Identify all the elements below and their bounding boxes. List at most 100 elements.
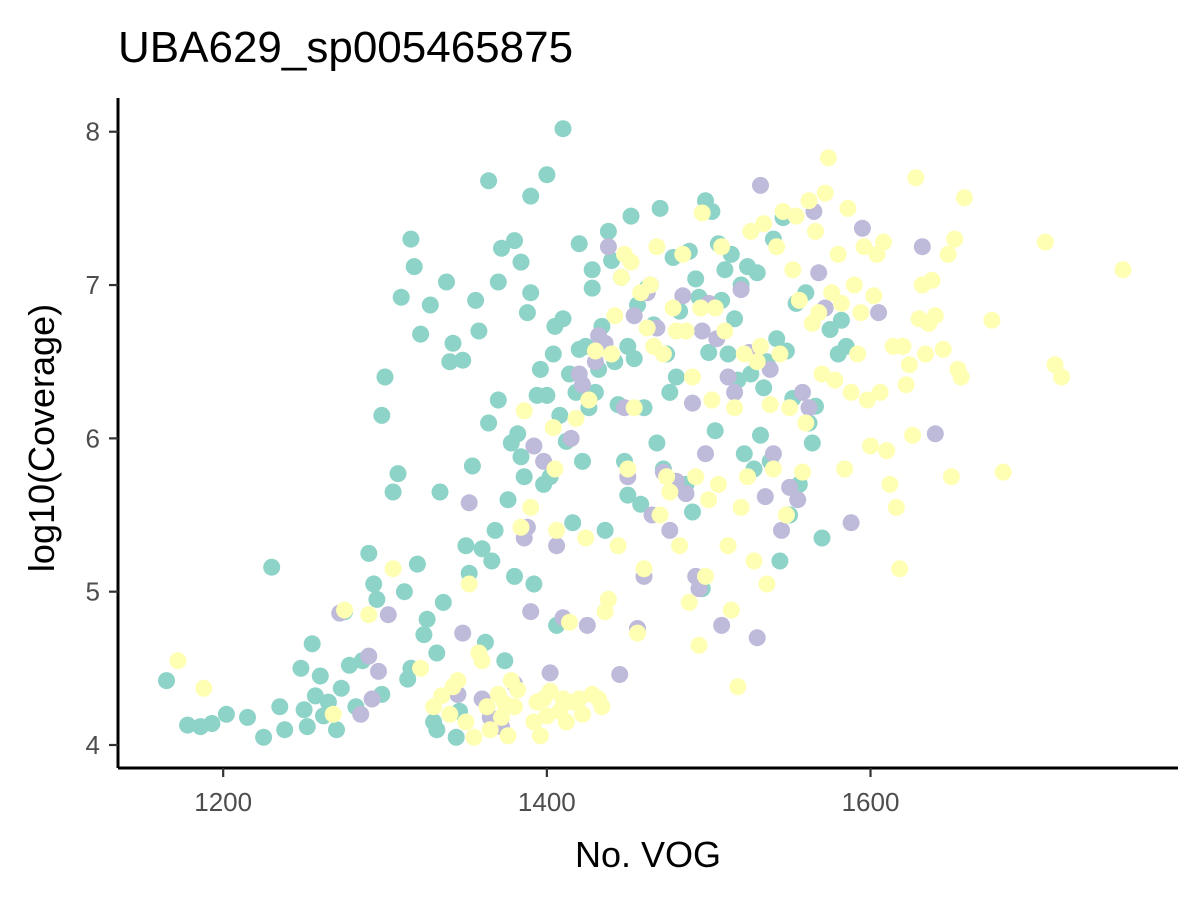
data-point xyxy=(574,452,591,470)
data-point xyxy=(609,537,627,555)
data-point xyxy=(842,383,860,401)
data-point xyxy=(709,475,727,493)
data-point xyxy=(836,460,854,478)
data-point xyxy=(538,386,556,404)
data-point xyxy=(671,537,689,555)
data-point xyxy=(570,690,588,708)
data-point xyxy=(1053,368,1070,386)
data-point xyxy=(692,299,710,317)
data-point xyxy=(392,288,410,306)
data-point xyxy=(939,245,957,263)
data-point xyxy=(664,299,682,317)
data-point xyxy=(774,203,792,220)
data-point xyxy=(599,590,617,608)
data-point xyxy=(522,603,540,621)
data-point xyxy=(745,552,763,570)
data-point xyxy=(784,261,802,279)
data-point xyxy=(942,468,960,486)
data-point xyxy=(923,271,941,289)
data-point xyxy=(434,593,452,611)
data-point xyxy=(732,498,750,516)
data-point xyxy=(821,321,839,338)
data-point xyxy=(807,222,824,240)
data-point xyxy=(580,391,598,409)
data-point xyxy=(654,345,672,363)
data-point xyxy=(700,491,718,509)
data-point xyxy=(276,721,294,739)
data-point xyxy=(373,406,391,424)
data-point xyxy=(295,701,313,719)
data-point xyxy=(496,652,514,670)
data-point xyxy=(564,514,582,532)
data-point xyxy=(878,442,896,460)
data-point xyxy=(538,166,556,184)
data-point xyxy=(742,222,760,240)
data-point xyxy=(506,567,523,585)
data-point xyxy=(622,207,640,225)
y-axis-label: log10(Coverage) xyxy=(21,304,62,572)
data-point xyxy=(340,656,358,674)
data-point xyxy=(952,368,970,386)
data-point xyxy=(771,345,789,363)
data-point xyxy=(697,445,714,463)
data-point xyxy=(370,662,387,680)
data-point xyxy=(625,350,643,368)
y-tick-label: 6 xyxy=(86,423,100,453)
data-point xyxy=(531,360,549,378)
data-point xyxy=(739,468,756,486)
data-point xyxy=(541,682,559,700)
data-point xyxy=(612,268,630,286)
data-point xyxy=(179,716,197,734)
data-point xyxy=(687,270,705,288)
data-point xyxy=(460,494,478,512)
data-point xyxy=(541,664,559,682)
data-point xyxy=(887,498,905,516)
data-point xyxy=(554,310,572,328)
data-point xyxy=(651,506,669,524)
data-point xyxy=(506,698,523,716)
chart-title: UBA629_sp005465875 xyxy=(118,23,573,72)
data-point xyxy=(457,713,475,731)
data-point xyxy=(499,491,517,509)
data-point xyxy=(525,437,543,455)
data-point xyxy=(638,319,656,337)
data-point xyxy=(195,679,213,697)
data-point xyxy=(684,394,701,412)
data-point xyxy=(832,311,850,329)
data-point xyxy=(858,391,876,409)
data-point xyxy=(773,521,790,539)
data-point xyxy=(748,629,766,647)
x-tick-label: 1400 xyxy=(518,787,576,817)
data-point xyxy=(787,207,805,225)
data-point xyxy=(768,238,786,256)
data-point xyxy=(444,334,462,352)
data-point xyxy=(629,624,646,642)
data-point xyxy=(363,690,381,708)
data-point xyxy=(493,239,510,257)
data-point xyxy=(900,356,918,374)
data-point xyxy=(360,647,378,665)
data-point xyxy=(376,368,394,386)
y-tick-label: 5 xyxy=(86,577,100,607)
data-point xyxy=(658,468,676,486)
data-point xyxy=(465,728,483,746)
data-point xyxy=(619,486,637,504)
data-point xyxy=(169,652,187,670)
data-point xyxy=(865,287,883,305)
data-point xyxy=(719,537,737,555)
data-point xyxy=(894,337,912,355)
data-point xyxy=(473,652,491,670)
data-point xyxy=(438,273,455,291)
data-point xyxy=(735,445,753,463)
data-point xyxy=(480,414,498,432)
data-point xyxy=(379,606,397,624)
data-point xyxy=(557,713,575,731)
data-point xyxy=(480,172,498,190)
data-point xyxy=(603,345,621,363)
data-point xyxy=(509,681,527,699)
data-point xyxy=(365,575,383,593)
data-point xyxy=(684,503,701,521)
data-point xyxy=(324,705,342,723)
data-point xyxy=(596,521,614,539)
data-point xyxy=(719,368,737,386)
